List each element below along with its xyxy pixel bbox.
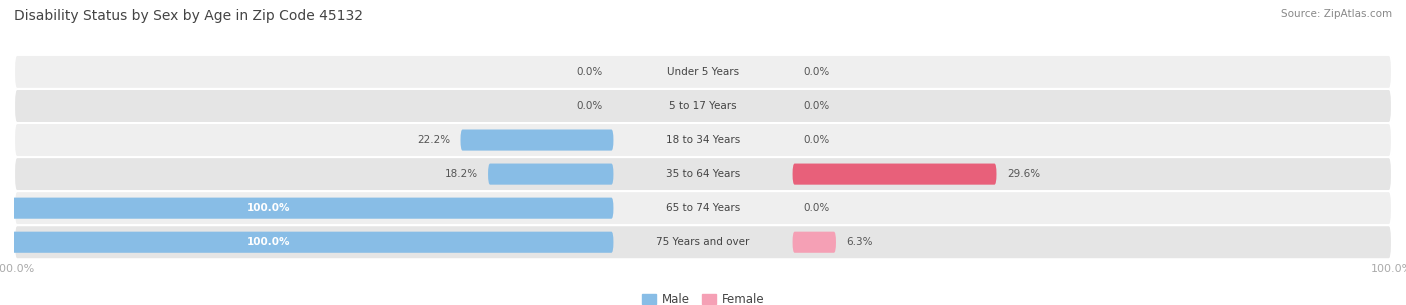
Text: 0.0%: 0.0% bbox=[576, 67, 603, 77]
Text: 22.2%: 22.2% bbox=[418, 135, 450, 145]
Text: 0.0%: 0.0% bbox=[576, 101, 603, 111]
Text: 65 to 74 Years: 65 to 74 Years bbox=[666, 203, 740, 213]
Text: 0.0%: 0.0% bbox=[803, 67, 830, 77]
Text: 6.3%: 6.3% bbox=[846, 237, 873, 247]
Text: Under 5 Years: Under 5 Years bbox=[666, 67, 740, 77]
FancyBboxPatch shape bbox=[0, 198, 613, 219]
FancyBboxPatch shape bbox=[793, 163, 997, 185]
FancyBboxPatch shape bbox=[14, 89, 1392, 123]
FancyBboxPatch shape bbox=[461, 130, 613, 151]
Text: 5 to 17 Years: 5 to 17 Years bbox=[669, 101, 737, 111]
Legend: Male, Female: Male, Female bbox=[637, 288, 769, 305]
FancyBboxPatch shape bbox=[14, 55, 1392, 89]
Text: 35 to 64 Years: 35 to 64 Years bbox=[666, 169, 740, 179]
FancyBboxPatch shape bbox=[14, 123, 1392, 157]
FancyBboxPatch shape bbox=[14, 157, 1392, 191]
Text: Source: ZipAtlas.com: Source: ZipAtlas.com bbox=[1281, 9, 1392, 19]
Text: 100.0%: 100.0% bbox=[247, 203, 291, 213]
Text: 0.0%: 0.0% bbox=[803, 101, 830, 111]
Text: Disability Status by Sex by Age in Zip Code 45132: Disability Status by Sex by Age in Zip C… bbox=[14, 9, 363, 23]
FancyBboxPatch shape bbox=[14, 225, 1392, 259]
Text: 0.0%: 0.0% bbox=[803, 203, 830, 213]
Text: 18.2%: 18.2% bbox=[444, 169, 478, 179]
Text: 100.0%: 100.0% bbox=[247, 237, 291, 247]
FancyBboxPatch shape bbox=[14, 191, 1392, 225]
Text: 75 Years and over: 75 Years and over bbox=[657, 237, 749, 247]
Text: 29.6%: 29.6% bbox=[1007, 169, 1040, 179]
Text: 18 to 34 Years: 18 to 34 Years bbox=[666, 135, 740, 145]
FancyBboxPatch shape bbox=[488, 163, 613, 185]
FancyBboxPatch shape bbox=[0, 232, 613, 253]
Text: 0.0%: 0.0% bbox=[803, 135, 830, 145]
FancyBboxPatch shape bbox=[793, 232, 837, 253]
